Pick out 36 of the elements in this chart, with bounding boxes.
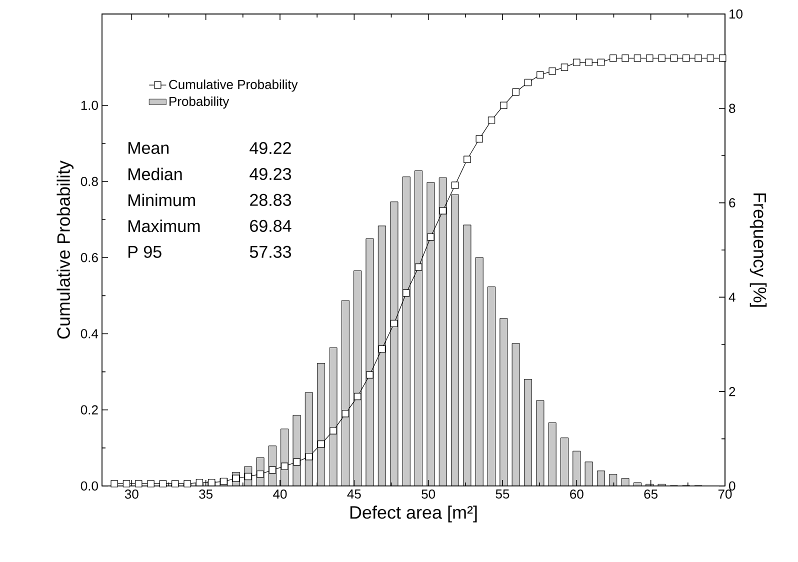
annotation: 69.84	[250, 220, 292, 232]
y2-tick-label: 2	[729, 387, 736, 396]
annotation: Median	[128, 168, 182, 180]
x-tick-label: 70	[718, 490, 732, 499]
y2-tick-label: 6	[729, 198, 736, 208]
y2-tick-label: 4	[728, 292, 736, 302]
annotation: P 95	[128, 246, 162, 258]
y-tick-label: 0.6	[80, 252, 98, 262]
x-tick-label: 40	[273, 490, 287, 499]
x-tick-label: 60	[570, 490, 584, 499]
annotation: 57.33	[250, 246, 292, 258]
x-tick-label: 65	[644, 490, 658, 499]
y-axis-title: Cumulative Probability	[56, 160, 74, 339]
y-tick-label: 0.4	[80, 329, 98, 338]
y-tick-label: 0.2	[80, 405, 98, 414]
x-tick-label: 55	[496, 490, 510, 499]
annotation: Minimum	[128, 194, 195, 206]
annotation: Mean	[128, 142, 169, 154]
annotation: Maximum	[128, 220, 200, 232]
y2-tick-label: 8	[729, 104, 736, 113]
y2-axis-title: Frequency [%]	[750, 193, 767, 307]
y-tick-label: 1.0	[81, 100, 98, 110]
annotation: 49.23	[250, 168, 292, 180]
annotation: 28.83	[250, 194, 292, 206]
legend-label: Probability	[170, 96, 230, 109]
y-tick-label: 0.0	[80, 481, 98, 491]
x-tick-label: 45	[347, 490, 361, 499]
y-tick-label: 0.8	[80, 176, 98, 186]
y2-tick-label: 0	[729, 481, 736, 491]
x-tick-label: 50	[422, 490, 436, 499]
legend-label: Cumulative Probability	[169, 80, 298, 92]
x-axis-title: Defect area [m²]	[350, 506, 477, 522]
x-tick-label: 35	[199, 490, 213, 499]
y2-tick-label: 10	[730, 9, 742, 19]
annotation: 49.22	[250, 142, 291, 154]
x-tick-label: 30	[124, 490, 138, 499]
